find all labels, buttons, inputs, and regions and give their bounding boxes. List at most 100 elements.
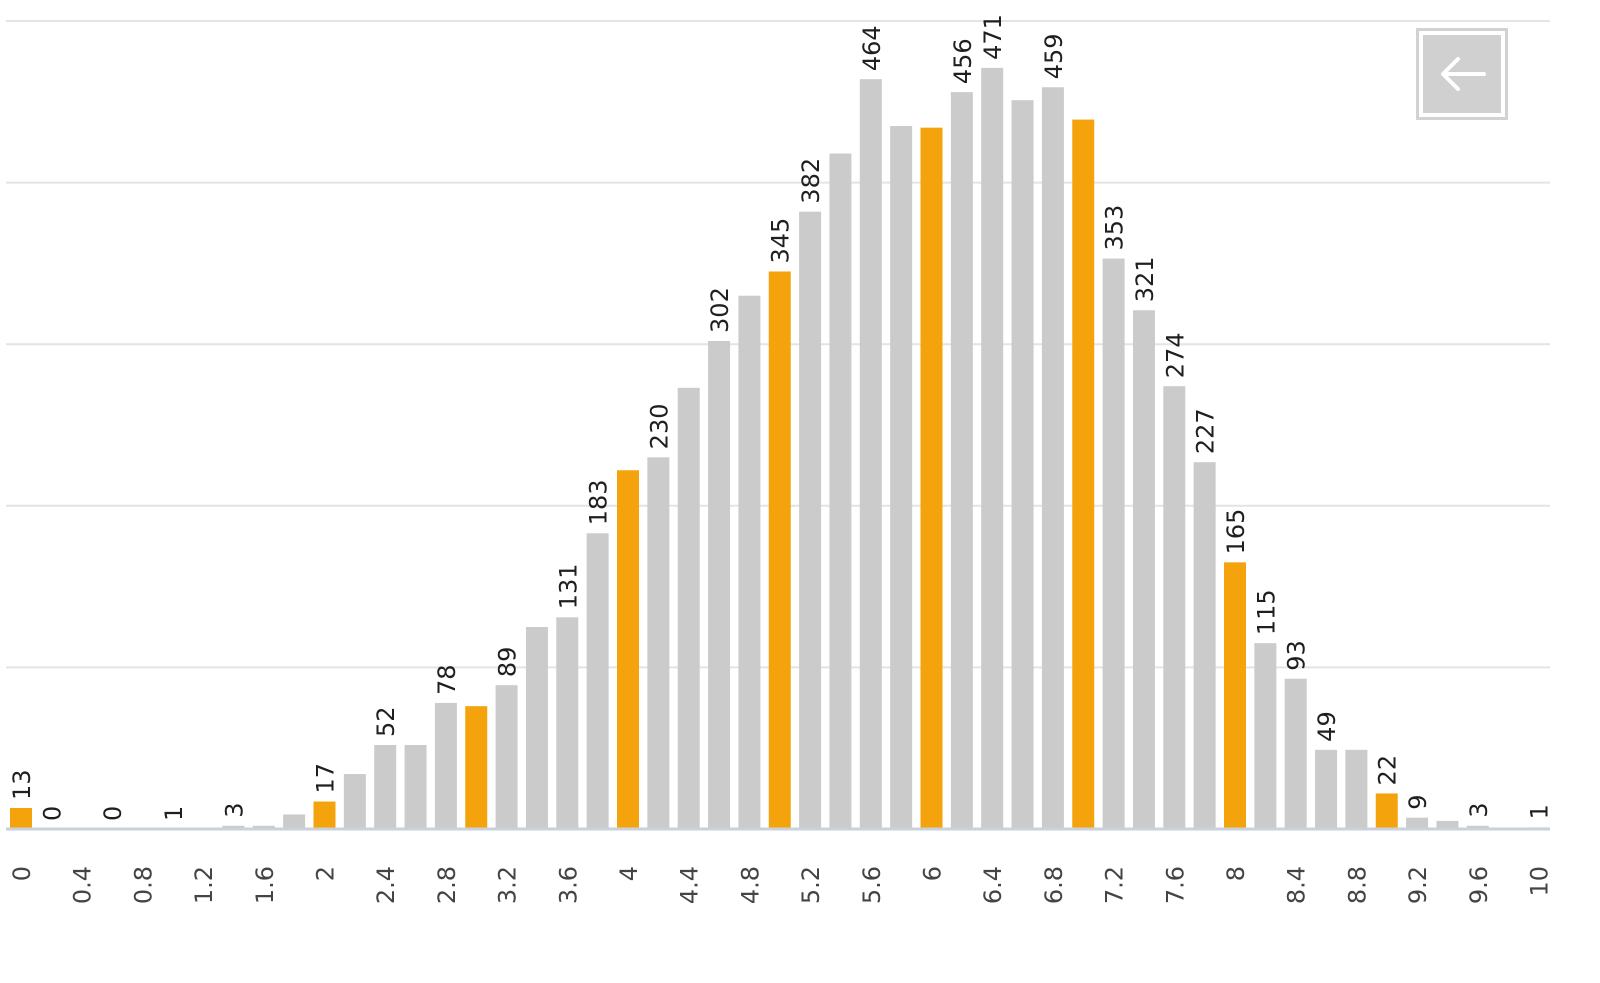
data-label: 183 [585, 479, 613, 525]
bar [1406, 817, 1429, 829]
data-label: 93 [1283, 640, 1311, 671]
bar [647, 457, 670, 829]
bar [434, 702, 457, 829]
bar [1254, 643, 1277, 829]
data-label: 345 [767, 218, 795, 264]
x-tick-label: 1.2 [190, 866, 218, 904]
x-tick-label: 3.2 [494, 866, 522, 904]
data-label: 78 [433, 664, 461, 695]
data-label: 13 [8, 769, 36, 800]
data-label: 321 [1131, 256, 1159, 302]
bar [950, 92, 973, 829]
bar [252, 825, 275, 829]
x-tick-label: 4.4 [676, 866, 704, 904]
x-tick-label: 0 [8, 866, 36, 881]
bar [1224, 562, 1246, 829]
x-tick-label: 9.2 [1404, 866, 1432, 904]
x-tick-label: 10 [1526, 866, 1554, 897]
data-label: 1 [160, 806, 188, 821]
x-tick-label: 6.8 [1040, 866, 1068, 904]
back-button[interactable] [1416, 28, 1508, 120]
data-label: 22 [1374, 755, 1402, 786]
bar [1466, 825, 1489, 829]
bar [343, 774, 366, 829]
bar [1375, 793, 1398, 829]
x-tick-label: 7.6 [1161, 866, 1189, 904]
bar [829, 153, 852, 830]
data-label: 471 [979, 14, 1007, 60]
x-tick-label: 6.4 [979, 866, 1007, 904]
data-label: 456 [949, 38, 977, 84]
bar [738, 295, 761, 830]
bar [404, 744, 427, 829]
bar [1315, 749, 1338, 829]
bar [1102, 258, 1125, 829]
bar [374, 744, 397, 829]
bar [708, 340, 731, 829]
data-label: 52 [372, 706, 400, 737]
data-label: 0 [99, 806, 127, 821]
bar [1193, 462, 1216, 829]
bar [1072, 119, 1095, 830]
data-label: 1 [1526, 804, 1554, 819]
x-tick-label: 9.6 [1465, 866, 1493, 904]
x-tick-label: 0.4 [69, 866, 97, 904]
bar [1345, 749, 1368, 829]
data-label: 0 [38, 806, 66, 821]
bar [1011, 100, 1034, 829]
data-label: 3 [220, 802, 248, 817]
x-tick-label: 8 [1222, 866, 1250, 881]
bar [1041, 87, 1064, 830]
bar [981, 67, 1004, 829]
bar [586, 533, 609, 829]
data-label: 49 [1313, 711, 1341, 742]
x-tick-label: 2.4 [372, 866, 400, 904]
x-tick-label: 5.6 [858, 866, 886, 904]
bar [768, 271, 791, 830]
x-tick-label: 6 [919, 866, 947, 881]
data-label: 274 [1161, 332, 1189, 378]
x-tick-label: 2 [312, 866, 340, 881]
bar [1284, 678, 1307, 829]
bar [617, 470, 639, 829]
bar [890, 126, 913, 830]
bar [1163, 386, 1186, 829]
x-tick-label: 2.8 [433, 866, 461, 904]
bar [222, 825, 245, 829]
data-label: 17 [312, 763, 340, 794]
bar [465, 706, 488, 829]
bar [859, 79, 882, 829]
data-label: 459 [1040, 33, 1068, 79]
bar [799, 211, 822, 830]
data-label: 230 [645, 404, 673, 450]
x-tick-label: 4.8 [736, 866, 764, 904]
data-label: 302 [706, 287, 734, 333]
bar [920, 127, 943, 829]
data-label: 115 [1252, 589, 1280, 635]
x-tick-label: 8.8 [1343, 866, 1371, 904]
data-label: 464 [858, 25, 886, 71]
bar [283, 814, 306, 829]
bar [1132, 310, 1155, 829]
x-tick-label: 5.2 [797, 866, 825, 904]
data-label: 165 [1222, 509, 1250, 555]
bar [677, 387, 700, 829]
bar [313, 801, 336, 829]
data-label: 9 [1404, 794, 1432, 809]
bar [10, 807, 32, 829]
bar [495, 685, 518, 829]
data-label: 131 [554, 563, 582, 609]
data-label: 382 [797, 158, 825, 204]
data-label: 3 [1465, 802, 1493, 817]
bar [525, 627, 548, 829]
x-tick-label: 0.8 [129, 866, 157, 904]
x-tick-label: 4 [615, 866, 643, 881]
bar [1436, 820, 1459, 829]
x-tick-label: 7.2 [1101, 866, 1129, 904]
x-tick-label: 3.6 [554, 866, 582, 904]
x-tick-label: 1.6 [251, 866, 279, 904]
bar [556, 617, 579, 829]
x-tick-label: 8.4 [1283, 866, 1311, 904]
data-label: 89 [494, 647, 522, 678]
